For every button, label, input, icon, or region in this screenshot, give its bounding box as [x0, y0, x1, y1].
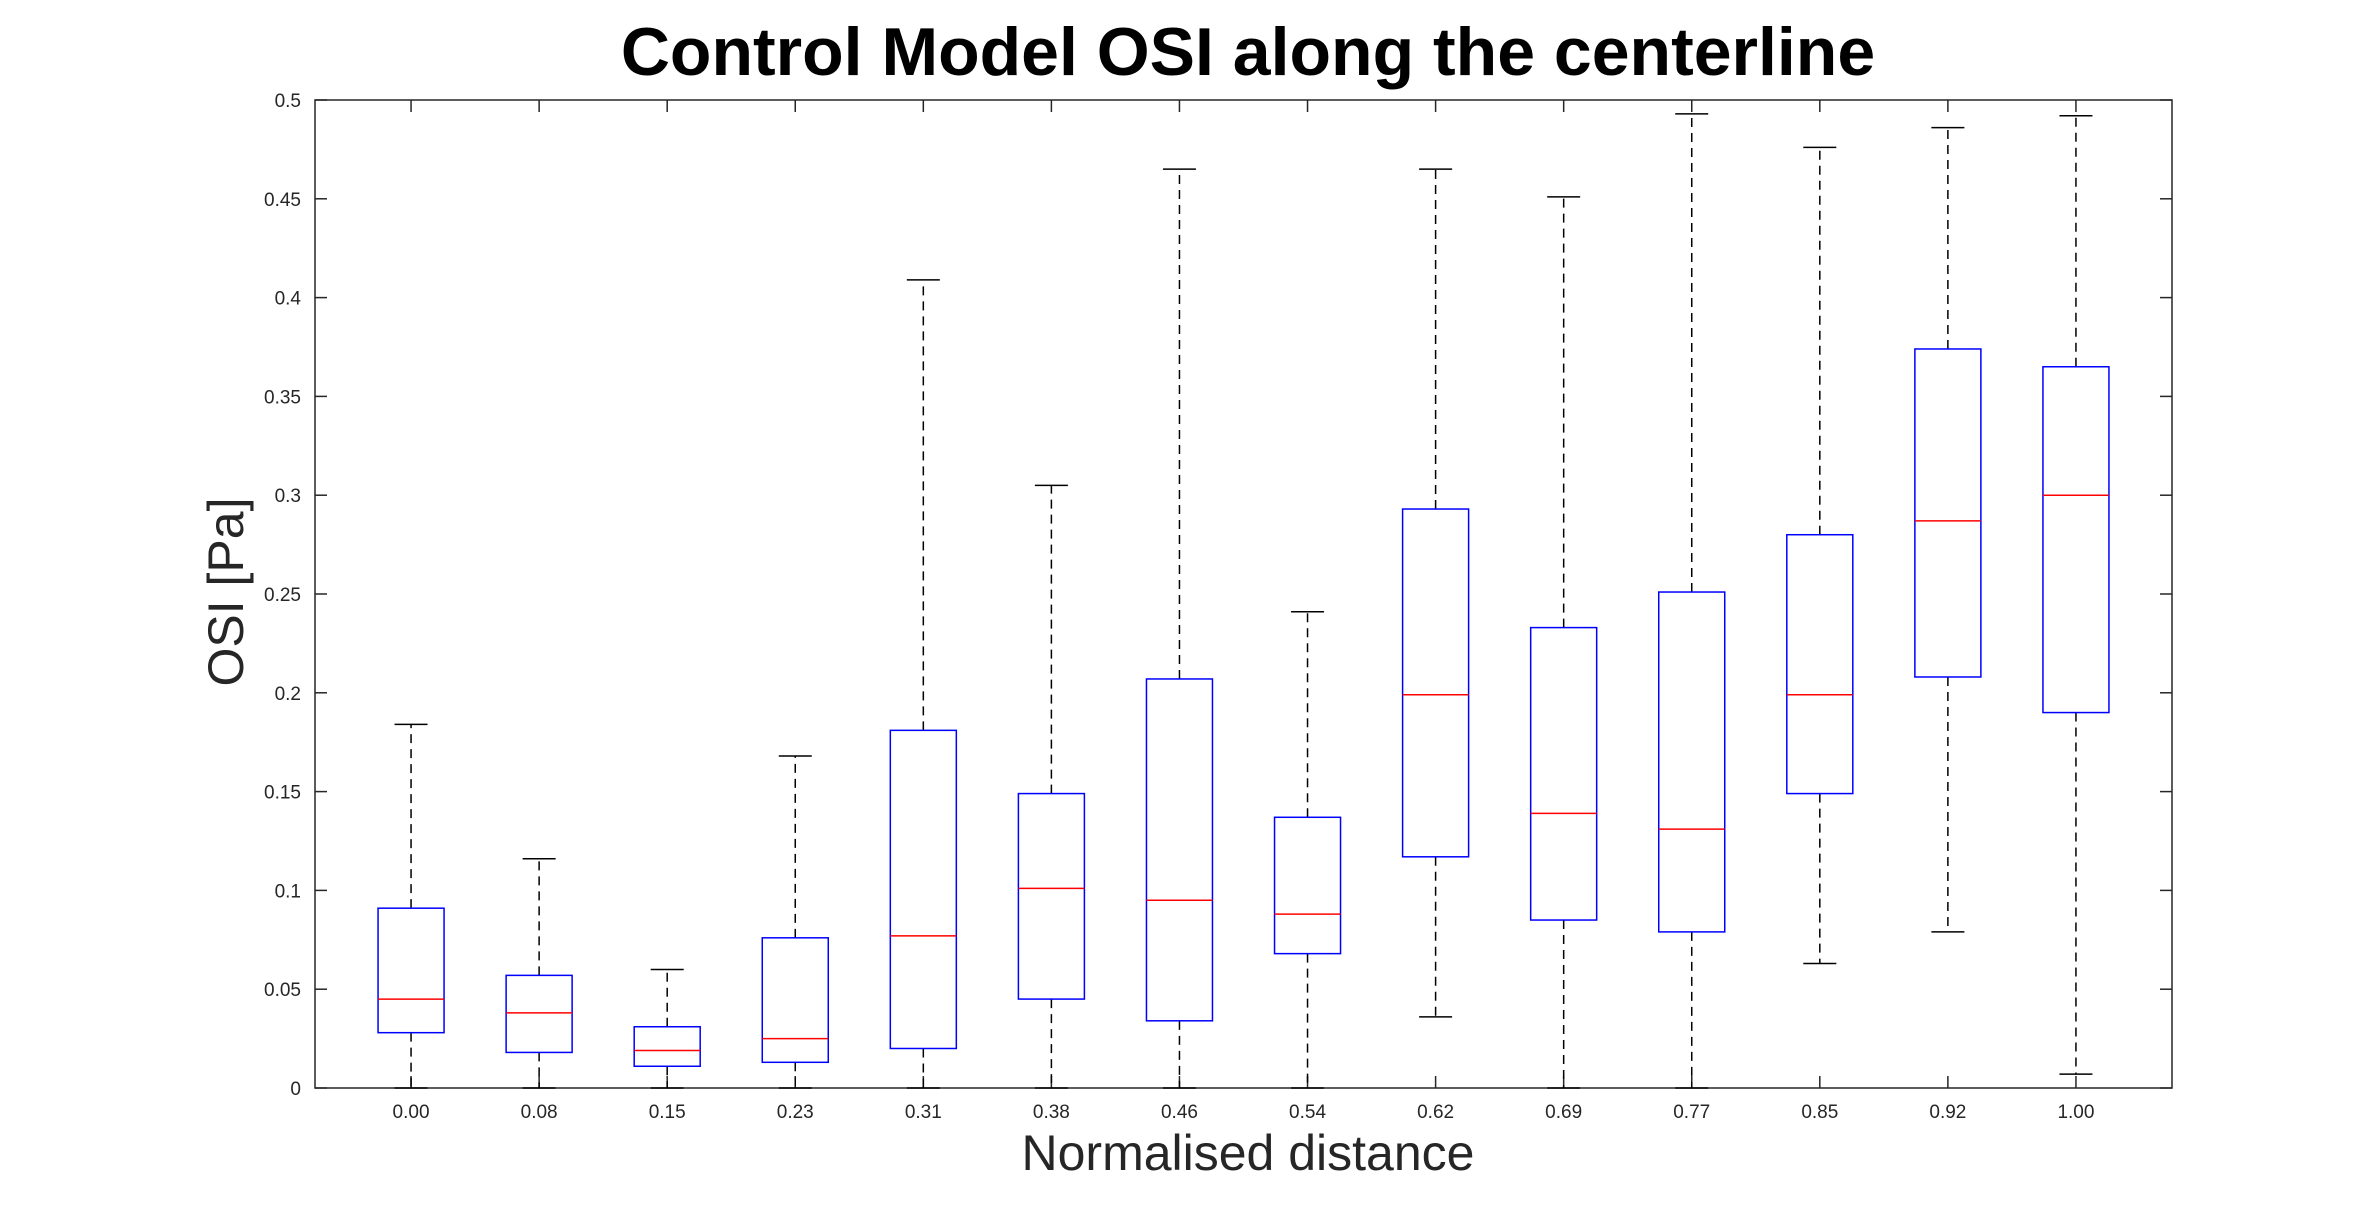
- box: [1017, 792, 1086, 1000]
- y-tick-label: 0.35: [264, 387, 301, 408]
- box: [889, 729, 958, 1050]
- x-tick-label: 1.00: [2057, 1102, 2094, 1123]
- x-tick-label: 0.15: [649, 1102, 686, 1123]
- plot-area: 0 0.05 0.1 0.15 0.2 0.25 0.3 0.35 0.4 0.45 0.5 0.00…: [264, 91, 2173, 1123]
- box: [1529, 626, 1598, 921]
- box: [1657, 591, 1726, 933]
- box: [2042, 366, 2110, 714]
- x-tick-label: 0.23: [777, 1102, 814, 1123]
- y-tick-label: 0.5: [275, 91, 301, 112]
- x-tick-label: 0.77: [1673, 1102, 1710, 1123]
- box: [633, 1025, 701, 1068]
- y-tick-label: 0: [290, 1079, 301, 1100]
- x-tick-label: 0.08: [521, 1102, 558, 1123]
- x-tick-label: 0.92: [1929, 1102, 1966, 1123]
- x-tick-label: 0.46: [1161, 1102, 1198, 1123]
- y-tick-label: 0.2: [275, 684, 301, 705]
- y-tick-label: 0.25: [264, 585, 301, 606]
- box: [761, 937, 830, 1064]
- y-axis-label: OSI [Pa]: [198, 498, 254, 687]
- box: [1914, 348, 1982, 678]
- x-tick-label: 0.38: [1033, 1102, 1070, 1123]
- x-tick-label: 0.31: [905, 1102, 942, 1123]
- x-tick-label: 0.54: [1289, 1102, 1326, 1123]
- box: [377, 907, 445, 1034]
- y-tick-label: 0.3: [275, 486, 301, 507]
- y-tick-label: 0.15: [264, 783, 301, 804]
- box: [1273, 816, 1342, 955]
- x-tick-label: 0.62: [1417, 1102, 1454, 1123]
- box: [1145, 678, 1214, 1022]
- x-tick-label: 0.85: [1801, 1102, 1838, 1123]
- x-tick-label: 0.00: [393, 1102, 430, 1123]
- plot-frame: [314, 99, 2173, 1089]
- x-tick-label: 0.69: [1545, 1102, 1582, 1123]
- box: [505, 974, 573, 1054]
- x-axis-label: Normalised distance: [1022, 1125, 1475, 1181]
- y-tick-label: 0.45: [264, 190, 301, 211]
- y-tick-label: 0.4: [275, 289, 302, 310]
- box: [1786, 533, 1854, 795]
- chart-title: Control Model OSI along the centerline: [621, 14, 1875, 90]
- box: [1401, 508, 1470, 858]
- y-tick-label: 0.05: [264, 980, 301, 1001]
- y-tick-label: 0.1: [275, 881, 301, 902]
